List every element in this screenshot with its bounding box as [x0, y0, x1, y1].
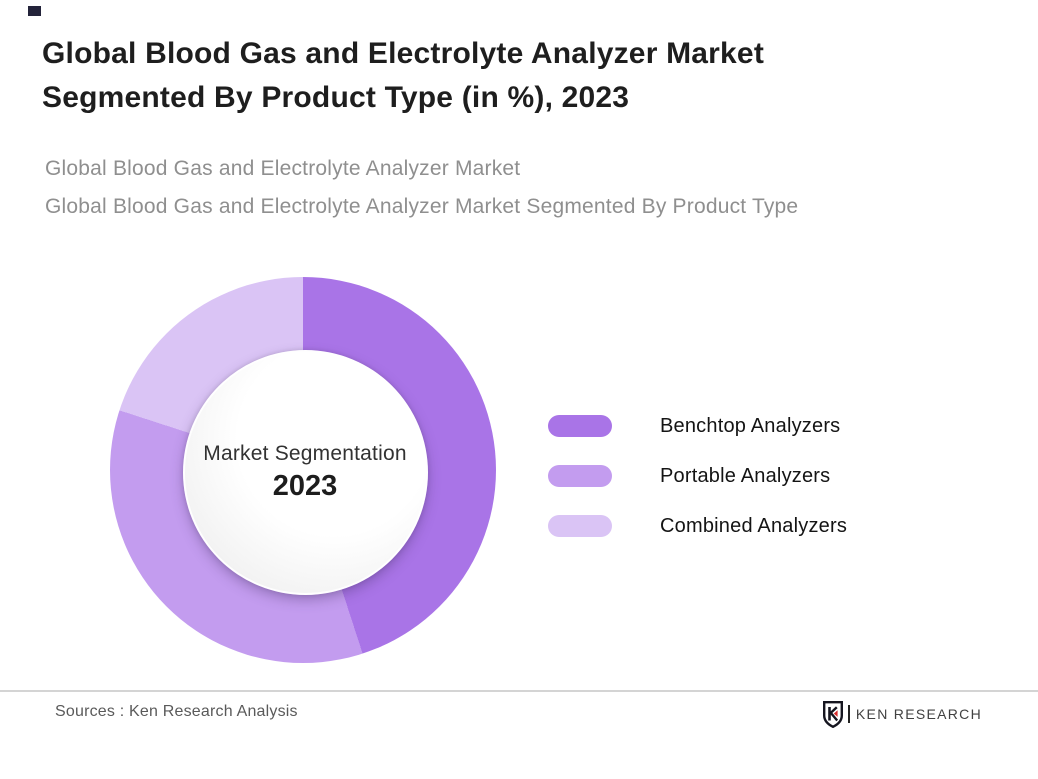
legend-label-combined: Combined Analyzers [660, 514, 848, 537]
corner-mark [28, 6, 41, 16]
chart-legend: Benchtop Analyzers Portable Analyzers Co… [548, 414, 847, 564]
brand-divider [847, 705, 850, 723]
sources-note: Sources : Ken Research Analysis [55, 703, 298, 720]
legend-swatch-benchtop [548, 415, 612, 437]
legend-label-portable: Portable Analyzers [660, 464, 831, 487]
subtitle-line2: Global Blood Gas and Electrolyte Analyze… [45, 195, 799, 218]
page-title: Global Blood Gas and Electrolyte Analyze… [42, 32, 764, 120]
donut-center-circle: Market Segmentation 2023 [182, 349, 428, 595]
donut-center-year: 2023 [272, 469, 338, 502]
subtitle-block: Global Blood Gas and Electrolyte Analyze… [45, 150, 798, 226]
brand-logo: KEN RESEARCH [822, 700, 982, 728]
donut-center-label: Market Segmentation [203, 441, 407, 465]
subtitle-line1: Global Blood Gas and Electrolyte Analyze… [45, 157, 521, 180]
legend-label-benchtop: Benchtop Analyzers [660, 414, 841, 437]
legend-item-combined: Combined Analyzers [548, 514, 847, 538]
legend-swatch-combined [548, 515, 612, 537]
brand-name: KEN RESEARCH [855, 706, 982, 722]
legend-swatch-portable [548, 465, 612, 487]
legend-item-portable: Portable Analyzers [548, 464, 847, 488]
legend-item-benchtop: Benchtop Analyzers [548, 414, 847, 438]
donut-chart: Market Segmentation 2023 [110, 277, 496, 663]
ken-research-shield-icon [822, 700, 843, 728]
page-title-line2: Segmented By Product Type (in %), 2023 [42, 81, 630, 114]
page-title-line1: Global Blood Gas and Electrolyte Analyze… [42, 37, 765, 70]
footer-divider [0, 690, 1038, 692]
